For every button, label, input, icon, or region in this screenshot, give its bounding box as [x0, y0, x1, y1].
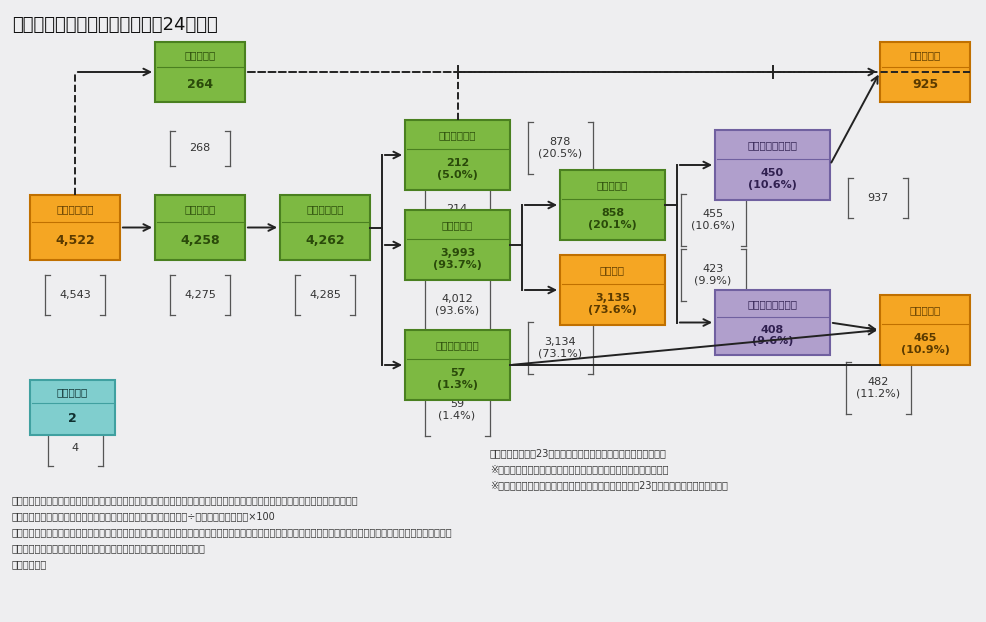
Text: 4,522: 4,522	[55, 234, 95, 247]
Text: 4,275: 4,275	[183, 290, 216, 300]
Text: 264: 264	[186, 78, 213, 90]
Text: 3,134
(73.1%): 3,134 (73.1%)	[537, 337, 582, 359]
Text: 4,258: 4,258	[180, 234, 220, 247]
Bar	[714, 130, 829, 200]
Text: 455
(10.6%): 455 (10.6%)	[690, 209, 735, 231]
Text: 465
(10.9%): 465 (10.9%)	[899, 333, 949, 355]
Text: 4: 4	[71, 443, 79, 453]
Bar	[714, 290, 829, 355]
Text: 450
(10.6%): 450 (10.6%)	[747, 168, 796, 190]
Text: 925: 925	[911, 78, 937, 90]
Text: 処理後最終処分量: 処理後最終処分量	[746, 299, 797, 309]
Text: 482
(11.2%): 482 (11.2%)	[855, 377, 899, 399]
Text: 212
(5.0%): 212 (5.0%)	[437, 158, 477, 180]
Bar	[155, 195, 245, 260]
Bar	[155, 42, 245, 102]
Text: 資料：環境省: 資料：環境省	[12, 559, 47, 569]
Bar	[559, 170, 665, 240]
Text: 59
(1.4%): 59 (1.4%)	[438, 399, 475, 421]
Text: 全国のごみ処理のフロー（平成24年度）: 全国のごみ処理のフロー（平成24年度）	[12, 16, 218, 34]
Text: 注１：計画誤差等により、「計画処理量」と「ごみの総処理量」（＝中間処理量＋直接最終処分量＋直接資源化量）は一致しない。: 注１：計画誤差等により、「計画処理量」と「ごみの総処理量」（＝中間処理量＋直接最…	[12, 495, 358, 505]
Text: ※（　）内は、ごみ総処理量に占める割合を示す（平成23年度数値についても同様）。: ※（ ）内は、ごみ総処理量に占める割合を示す（平成23年度数値についても同様）。	[489, 480, 727, 490]
Text: ２：減量処理率（％）＝［（中間処理量）＋（直接資源化量）］÷（ごみの総処理量）×100: ２：減量処理率（％）＝［（中間処理量）＋（直接資源化量）］÷（ごみの総処理量）×…	[12, 511, 275, 521]
Text: 3,135
(73.6%): 3,135 (73.6%)	[588, 293, 636, 315]
Text: 直接資源化量: 直接資源化量	[439, 131, 476, 141]
Text: 858
(20.1%): 858 (20.1%)	[588, 208, 636, 230]
Bar	[559, 255, 665, 325]
Bar	[30, 195, 120, 260]
Text: 減量化量: 減量化量	[599, 266, 624, 276]
Text: 集団回収量: 集団回収量	[184, 50, 215, 60]
Bar	[404, 120, 510, 190]
Text: ごみ総処理量: ごみ総処理量	[306, 204, 343, 215]
Text: 中間処理量: 中間処理量	[442, 220, 472, 230]
Text: 総資源化量: 総資源化量	[908, 50, 940, 60]
Text: 直接最終処分量: 直接最終処分量	[435, 340, 479, 350]
Text: 268: 268	[189, 143, 210, 153]
Text: 4,012
(93.6%): 4,012 (93.6%)	[435, 294, 478, 316]
Bar	[880, 42, 969, 102]
Text: 4,285: 4,285	[309, 290, 340, 300]
Text: 57
(1.3%): 57 (1.3%)	[437, 368, 477, 390]
Text: ３：「直接資源化」とは、資源化等を行う施設を経ずに直接再生業者等に搬入されるものであり、平成１０年度実績調査より新たに設けられた項目、平成９年度まで: ３：「直接資源化」とは、資源化等を行う施設を経ずに直接再生業者等に搬入されるもの…	[12, 527, 453, 537]
Text: 処理後再生利用量: 処理後再生利用量	[746, 141, 797, 151]
Text: 423
(9.9%): 423 (9.9%)	[694, 264, 731, 285]
Bar	[30, 380, 115, 435]
Text: は、項目「資源化等の中間処理」内で計上されていたと思われる。: は、項目「資源化等の中間処理」内で計上されていたと思われる。	[12, 543, 206, 553]
Bar	[404, 210, 510, 280]
Text: ごみ総排出量: ごみ総排出量	[56, 204, 94, 215]
Text: ※数値は、四捨五入してあるため合計値が一致しない場合がある。: ※数値は、四捨五入してあるため合計値が一致しない場合がある。	[489, 464, 668, 474]
Text: 3,993
(93.7%): 3,993 (93.7%)	[433, 248, 481, 270]
Bar	[404, 330, 510, 400]
Text: 937: 937	[867, 193, 887, 203]
Text: 4,543: 4,543	[59, 290, 91, 300]
Text: 408
(9.6%): 408 (9.6%)	[751, 325, 793, 346]
Text: 最終処分量: 最終処分量	[908, 305, 940, 315]
Text: 878
(20.5%): 878 (20.5%)	[537, 137, 582, 159]
Text: 2: 2	[68, 412, 77, 425]
Text: 計画処理量: 計画処理量	[184, 204, 215, 215]
Bar	[280, 195, 370, 260]
Text: 処理残渣量: 処理残渣量	[597, 180, 627, 190]
Text: 4,262: 4,262	[305, 234, 344, 247]
Text: ［　］内は、平成23年度の数値を示す。　　　　　単位：万トン: ［ ］内は、平成23年度の数値を示す。 単位：万トン	[489, 448, 667, 458]
Text: 自家処理量: 自家処理量	[57, 387, 88, 397]
Text: 214
(5.0%): 214 (5.0%)	[438, 204, 475, 226]
Bar	[880, 295, 969, 365]
